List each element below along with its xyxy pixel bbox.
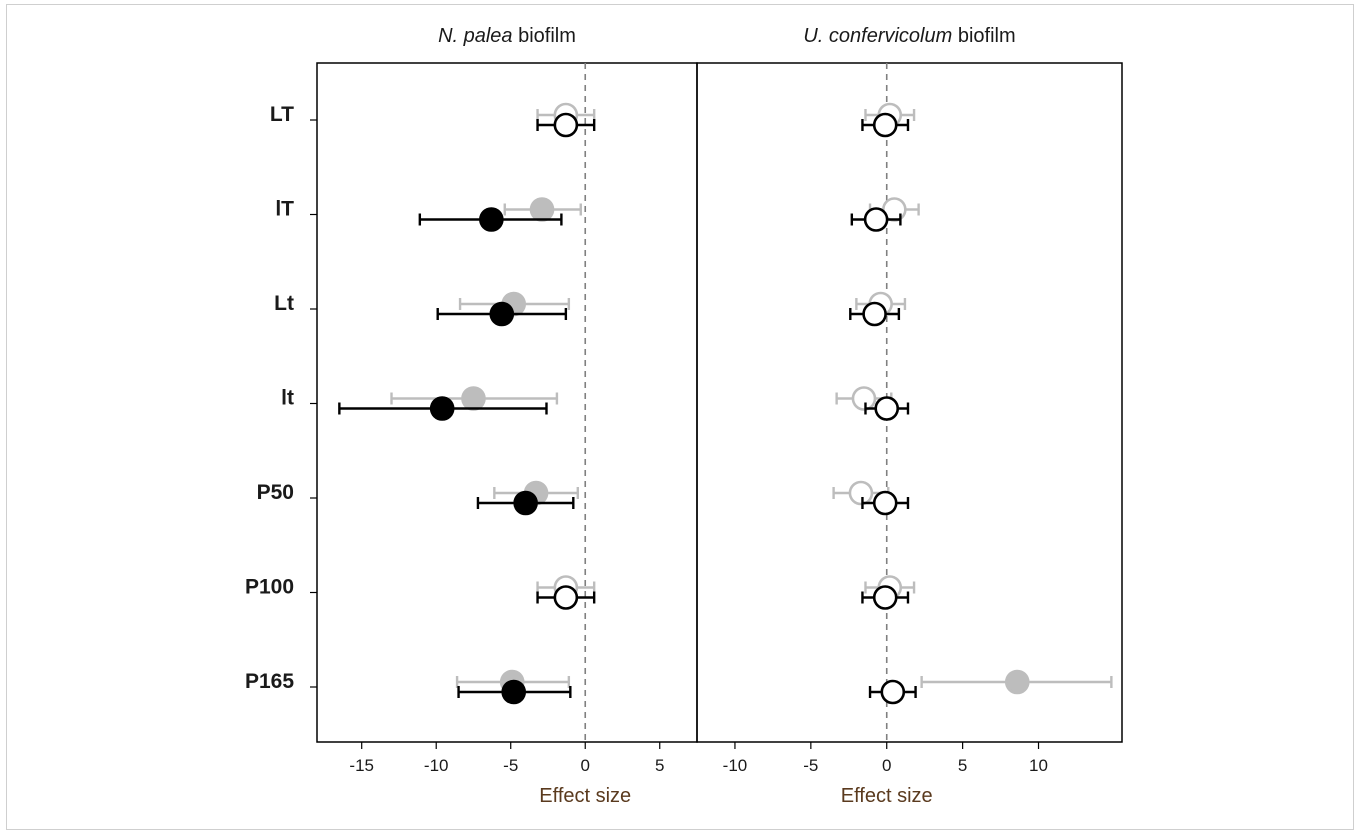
panel-frame-1 bbox=[316, 62, 698, 743]
point-black-p100 bbox=[553, 585, 579, 610]
panel-title-2: U. confervicolum biofilm bbox=[803, 25, 1015, 47]
row-label-p165: P165 bbox=[245, 670, 294, 693]
row-label-p100: P100 bbox=[245, 576, 294, 599]
point-gray-lt bbox=[529, 197, 555, 222]
point-black-lt bbox=[874, 396, 900, 421]
x-tick-label: 10 bbox=[1029, 756, 1048, 775]
point-black-lt bbox=[872, 112, 898, 138]
x-tick-label: -10 bbox=[424, 756, 449, 775]
x-tick-label: 0 bbox=[882, 756, 891, 775]
point-black-lt bbox=[863, 207, 889, 232]
x-tick-label: -15 bbox=[349, 756, 374, 775]
point-black-lt bbox=[479, 207, 504, 232]
x-tick-label: 0 bbox=[581, 756, 590, 775]
x-tick-label: 5 bbox=[655, 756, 664, 775]
point-gray-p50 bbox=[848, 480, 874, 506]
row-label-lt: LT bbox=[270, 103, 294, 126]
point-black-p100 bbox=[872, 585, 898, 610]
point-black-lt bbox=[489, 301, 515, 327]
x-tick-label: -5 bbox=[803, 756, 818, 775]
point-gray-p165 bbox=[1004, 669, 1030, 695]
x-tick-label: -10 bbox=[723, 756, 748, 775]
point-black-p50 bbox=[513, 490, 538, 516]
row-label-lt: Lt bbox=[274, 292, 294, 315]
point-black-p50 bbox=[872, 490, 898, 516]
row-label-p50: P50 bbox=[257, 481, 294, 504]
point-gray-lt bbox=[851, 386, 877, 411]
x-tick-label: 5 bbox=[958, 756, 967, 775]
point-black-p165 bbox=[501, 679, 527, 705]
x-axis-title-2: Effect size bbox=[841, 785, 933, 807]
x-axis-title-1: Effect size bbox=[539, 785, 631, 807]
point-black-lt bbox=[429, 396, 455, 421]
figure-frame bbox=[6, 4, 1354, 830]
point-gray-lt bbox=[461, 386, 486, 411]
point-black-lt bbox=[862, 301, 887, 327]
x-tick-label: -5 bbox=[503, 756, 518, 775]
panel-title-1: N. palea biofilm bbox=[438, 25, 576, 47]
row-label-lt: lT bbox=[275, 198, 294, 221]
panel-frame-2 bbox=[696, 62, 1123, 743]
point-black-lt bbox=[553, 112, 579, 138]
row-label-lt: lt bbox=[281, 387, 294, 410]
point-black-p165 bbox=[880, 679, 906, 705]
